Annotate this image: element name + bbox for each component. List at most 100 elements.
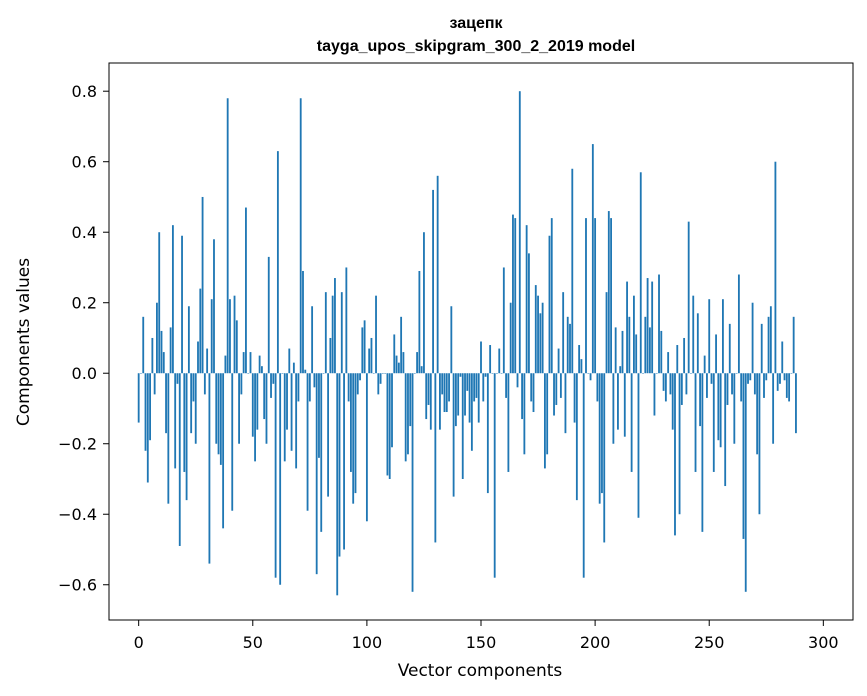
bar-64 xyxy=(283,373,286,462)
bar-119 xyxy=(409,373,412,427)
bar-78 xyxy=(315,373,318,575)
bar-22 xyxy=(187,306,190,374)
bar-173 xyxy=(532,373,535,413)
bar-129 xyxy=(432,189,434,374)
bar-88 xyxy=(338,373,341,557)
bar-87 xyxy=(336,373,339,596)
bar-177 xyxy=(541,302,544,374)
bar-193 xyxy=(578,345,581,374)
bar-257 xyxy=(724,373,727,487)
bar-180 xyxy=(548,235,551,374)
bar-97 xyxy=(359,373,361,381)
bar-10 xyxy=(160,330,163,374)
bar-19 xyxy=(181,235,183,374)
bar-147 xyxy=(473,373,476,402)
bar-37 xyxy=(222,373,225,529)
bar-146 xyxy=(470,373,473,451)
bar-86 xyxy=(334,278,336,374)
y-tick-label: 0.8 xyxy=(72,82,97,101)
bar-123 xyxy=(418,270,421,374)
bar-49 xyxy=(249,352,252,374)
bar-96 xyxy=(356,373,359,395)
bar-229 xyxy=(660,330,663,374)
bar-167 xyxy=(518,91,521,374)
bar-207 xyxy=(610,218,612,374)
bar-273 xyxy=(760,323,763,374)
bar-145 xyxy=(468,373,471,423)
bar-122 xyxy=(416,352,419,374)
bar-244 xyxy=(694,373,697,472)
bar-65 xyxy=(286,373,288,430)
bar-121 xyxy=(413,373,416,374)
bar-26 xyxy=(197,341,199,374)
bar-73 xyxy=(304,369,307,374)
bar-23 xyxy=(190,373,193,434)
bar-41 xyxy=(231,373,234,511)
bar-140 xyxy=(457,373,460,416)
bar-52 xyxy=(256,373,259,430)
bar-18 xyxy=(178,373,181,546)
bar-110 xyxy=(388,373,391,479)
bar-270 xyxy=(753,373,756,395)
bar-258 xyxy=(726,373,729,405)
bar-50 xyxy=(251,373,254,437)
bar-189 xyxy=(569,323,571,374)
bar-42 xyxy=(233,295,236,374)
bar-57 xyxy=(267,256,270,374)
bar-71 xyxy=(299,98,302,374)
bar-106 xyxy=(379,373,382,384)
x-tick-label: 300 xyxy=(808,633,839,652)
bar-221 xyxy=(642,373,644,374)
bar-279 xyxy=(774,161,777,374)
bar-14 xyxy=(169,327,172,374)
bar-51 xyxy=(254,373,256,462)
bar-159 xyxy=(500,373,503,374)
x-tick-label: 150 xyxy=(466,633,497,652)
bar-113 xyxy=(395,355,398,374)
bar-142 xyxy=(461,373,464,479)
bar-283 xyxy=(783,373,786,381)
bar-231 xyxy=(664,373,667,402)
bar-208 xyxy=(612,373,615,444)
x-axis-label: Vector components xyxy=(398,661,563,681)
bar-175 xyxy=(537,295,539,374)
bar-40 xyxy=(229,299,231,374)
bar-25 xyxy=(194,373,197,444)
bar-153 xyxy=(486,373,489,494)
bar-17 xyxy=(176,373,179,384)
bar-9 xyxy=(158,232,161,374)
bar-214 xyxy=(626,281,628,374)
bar-174 xyxy=(534,285,537,374)
bar-112 xyxy=(393,334,396,374)
y-tick-label: −0.6 xyxy=(58,576,97,595)
bars-group xyxy=(137,91,797,596)
bar-184 xyxy=(557,348,560,374)
bar-224 xyxy=(648,327,651,374)
bar-288 xyxy=(795,373,797,434)
bar-115 xyxy=(400,316,403,374)
bar-72 xyxy=(302,270,304,374)
bar-89 xyxy=(340,292,343,374)
bar-286 xyxy=(790,373,793,374)
bar-20 xyxy=(183,373,186,472)
bar-90 xyxy=(343,373,345,550)
bar-61 xyxy=(276,151,279,374)
bar-223 xyxy=(646,278,649,374)
bar-160 xyxy=(502,267,505,374)
bar-165 xyxy=(514,218,517,374)
bar-13 xyxy=(167,373,170,504)
bar-195 xyxy=(582,373,585,578)
bar-46 xyxy=(242,352,245,374)
bar-133 xyxy=(441,373,444,395)
bar-239 xyxy=(683,337,686,374)
bar-34 xyxy=(215,373,218,444)
bar-58 xyxy=(270,373,272,398)
bar-63 xyxy=(281,373,284,374)
bar-80 xyxy=(320,373,323,532)
bar-183 xyxy=(555,373,558,405)
bar-158 xyxy=(498,348,501,374)
bar-137 xyxy=(450,306,453,374)
bar-144 xyxy=(466,373,469,391)
bar-246 xyxy=(699,373,702,427)
bar-124 xyxy=(420,366,423,374)
